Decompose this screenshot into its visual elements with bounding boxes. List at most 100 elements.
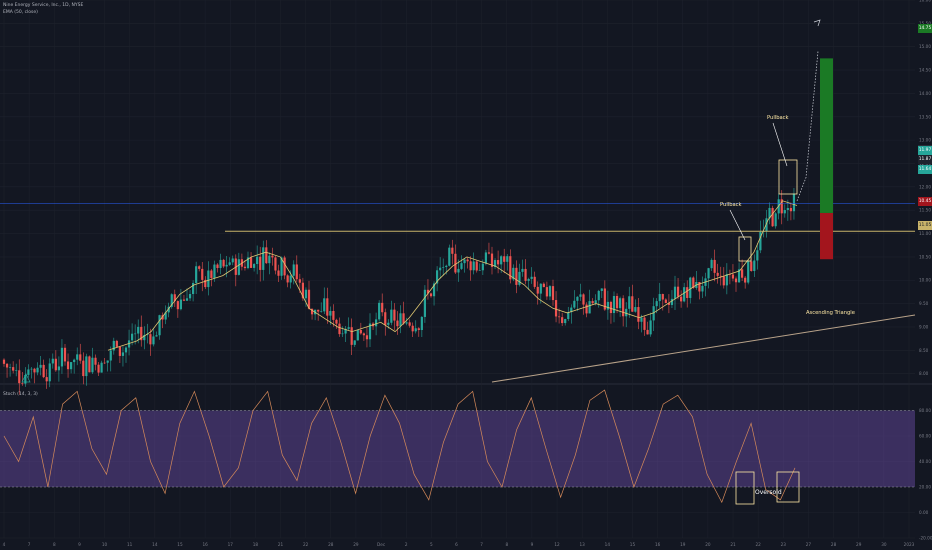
up-candle	[594, 300, 597, 304]
time-tick-label: 29	[856, 542, 862, 547]
up-candle	[710, 259, 713, 269]
stoch-line	[3, 389, 796, 504]
time-axis[interactable]: 4 7 8 9 10 11 14 15 16 17 18 21 22 28 29 Dec 2 5 6 7 8 9 12 13 1…	[3, 542, 915, 547]
down-candle	[466, 259, 469, 262]
time-tick-label: 2023	[904, 542, 915, 547]
up-candle	[106, 360, 109, 363]
up-candle	[390, 309, 393, 323]
up-candle	[213, 264, 216, 278]
down-candle	[631, 296, 634, 312]
up-candle	[57, 366, 60, 371]
down-candle	[198, 266, 201, 269]
up-candle	[478, 270, 481, 271]
up-candle	[753, 260, 756, 272]
pullback-box	[738, 236, 752, 262]
down-candle	[243, 266, 247, 269]
up-candle	[436, 270, 439, 284]
up-candle	[432, 283, 436, 297]
up-candle	[268, 255, 271, 264]
time-tick-label: 20	[705, 542, 711, 547]
down-candle	[558, 316, 561, 318]
up-candle	[341, 333, 344, 335]
up-candle	[292, 264, 295, 276]
up-candle	[134, 333, 137, 335]
down-candle	[82, 360, 85, 377]
up-candle	[792, 193, 796, 212]
down-candle	[615, 296, 619, 309]
up-candle	[15, 370, 18, 371]
down-candle	[63, 347, 67, 362]
down-candle	[265, 247, 268, 264]
down-candle	[667, 302, 670, 305]
up-candle	[649, 320, 652, 335]
up-candle	[774, 213, 777, 227]
osc-tick-label: 0.00	[919, 510, 929, 515]
down-candle	[542, 283, 545, 288]
up-candle	[124, 347, 128, 353]
up-candle	[655, 301, 658, 307]
candles	[2, 188, 796, 395]
up-candle	[448, 247, 451, 266]
up-candle	[329, 310, 332, 316]
price-tick-label: 11.00	[919, 231, 931, 236]
ascending-triangle-label: Ascending Triangle	[806, 310, 855, 316]
down-candle	[509, 256, 512, 280]
down-candle	[381, 302, 384, 313]
up-candle	[783, 210, 786, 214]
up-candle	[689, 277, 692, 298]
up-candle	[658, 294, 661, 302]
price-tick-label: 15.50	[919, 21, 931, 26]
down-candle	[103, 362, 106, 364]
up-candle	[768, 207, 771, 219]
down-candle	[429, 293, 433, 297]
up-candle	[512, 267, 515, 280]
pullback-label: Pullback	[767, 115, 789, 121]
price-axis[interactable]: 16.0015.5015.0014.5014.0013.5013.0012.50…	[919, 0, 931, 376]
down-candle	[21, 383, 24, 384]
up-candle	[530, 276, 533, 279]
down-candle	[713, 259, 716, 273]
up-candle	[737, 269, 741, 283]
down-candle	[545, 287, 548, 297]
down-candle	[664, 299, 667, 303]
down-candle	[350, 327, 353, 345]
stop-zone	[820, 212, 833, 260]
down-candle	[680, 296, 683, 302]
stoch-legend[interactable]: Stoch (14, 3, 3)	[3, 392, 38, 397]
down-candle	[551, 286, 555, 301]
down-candle	[503, 256, 506, 262]
up-candle	[131, 333, 134, 341]
up-candle	[219, 259, 222, 269]
oscillator-axis[interactable]: 80.00 60.00 40.00 20.00 0.00 -20.00	[919, 408, 932, 541]
time-tick-label: 10	[102, 542, 108, 547]
up-candle	[164, 312, 167, 320]
symbol-legend[interactable]: Nine Energy Service, Inc., 1D, NYSE	[3, 3, 84, 8]
up-candle	[121, 352, 125, 356]
up-candle	[460, 263, 463, 269]
up-candle	[414, 328, 417, 332]
up-candle	[246, 257, 250, 269]
down-candle	[12, 367, 15, 371]
down-candle	[362, 333, 365, 336]
time-tick-label: 16	[655, 542, 661, 547]
down-candle	[384, 312, 387, 325]
up-candle	[725, 274, 728, 286]
down-candle	[283, 257, 286, 276]
down-candle	[582, 294, 585, 305]
up-candle	[179, 299, 182, 310]
price-tick-label: 14.00	[919, 91, 931, 96]
down-candle	[365, 335, 369, 340]
down-candle	[490, 253, 494, 267]
down-candle	[94, 357, 97, 365]
up-candle	[280, 257, 283, 276]
up-candle	[100, 362, 103, 373]
time-tick-label: 14	[152, 542, 158, 547]
up-candle	[765, 218, 768, 232]
down-candle	[789, 208, 792, 212]
down-candle	[326, 298, 329, 316]
up-candle	[445, 265, 448, 267]
ema-legend[interactable]: EMA (50, close)	[3, 10, 38, 15]
up-candle	[439, 267, 442, 271]
up-candle	[570, 307, 573, 313]
